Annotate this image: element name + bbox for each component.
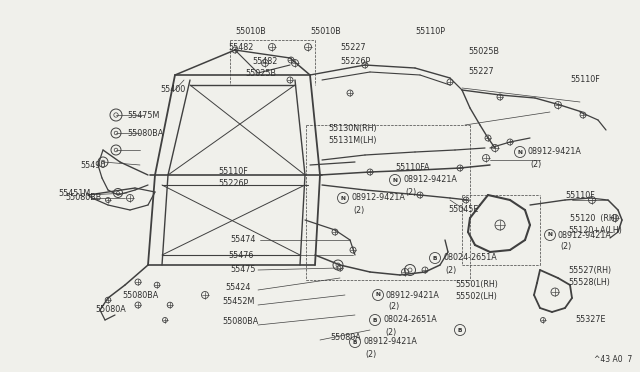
Text: 08912-9421A: 08912-9421A bbox=[403, 176, 457, 185]
Text: 55025B: 55025B bbox=[245, 70, 276, 78]
Text: 55451M: 55451M bbox=[58, 189, 90, 198]
Text: B: B bbox=[373, 317, 377, 323]
Text: 55080BA: 55080BA bbox=[122, 291, 158, 299]
Text: ^43 A0  7: ^43 A0 7 bbox=[594, 355, 632, 364]
Text: (2): (2) bbox=[385, 327, 396, 337]
Text: N: N bbox=[392, 177, 397, 183]
Text: 55501(RH): 55501(RH) bbox=[455, 280, 498, 289]
Text: (2): (2) bbox=[560, 243, 572, 251]
Text: B: B bbox=[353, 340, 357, 344]
Text: N: N bbox=[548, 232, 552, 237]
Text: 55080BB: 55080BB bbox=[65, 193, 101, 202]
Text: 08912-9421A: 08912-9421A bbox=[558, 231, 612, 240]
Text: (2): (2) bbox=[353, 205, 364, 215]
Text: 55227: 55227 bbox=[468, 67, 493, 77]
Text: N: N bbox=[518, 150, 522, 154]
Text: N: N bbox=[376, 292, 380, 298]
Text: 55025B: 55025B bbox=[468, 48, 499, 57]
Text: 55227: 55227 bbox=[340, 44, 365, 52]
Text: 55120+A(LH): 55120+A(LH) bbox=[568, 225, 622, 234]
Text: 08912-9421A: 08912-9421A bbox=[363, 337, 417, 346]
Text: 08912-9421A: 08912-9421A bbox=[351, 193, 405, 202]
Text: 55130N(RH): 55130N(RH) bbox=[328, 124, 376, 132]
Text: 55080BA: 55080BA bbox=[127, 128, 163, 138]
Text: 08024-2651A: 08024-2651A bbox=[383, 315, 436, 324]
Text: (2): (2) bbox=[405, 187, 416, 196]
Text: 55502(LH): 55502(LH) bbox=[455, 292, 497, 301]
Text: (2): (2) bbox=[365, 350, 376, 359]
Text: 55120  (RH): 55120 (RH) bbox=[570, 214, 618, 222]
Text: 08912-9421A: 08912-9421A bbox=[386, 291, 440, 299]
Text: N: N bbox=[340, 196, 346, 201]
Text: 55482: 55482 bbox=[228, 44, 253, 52]
Text: 55490: 55490 bbox=[80, 160, 106, 170]
Text: (2): (2) bbox=[530, 160, 541, 169]
Text: 08024-2651A: 08024-2651A bbox=[443, 253, 497, 263]
Text: (2): (2) bbox=[388, 302, 399, 311]
Text: 55110FA: 55110FA bbox=[395, 164, 429, 173]
Text: (2): (2) bbox=[445, 266, 456, 275]
Text: 55131M(LH): 55131M(LH) bbox=[328, 135, 376, 144]
Text: 55080A: 55080A bbox=[330, 334, 361, 343]
Text: 55110P: 55110P bbox=[415, 28, 445, 36]
Text: 55474: 55474 bbox=[230, 235, 255, 244]
Text: 55110F: 55110F bbox=[565, 190, 595, 199]
Text: 55424: 55424 bbox=[225, 283, 250, 292]
Text: B: B bbox=[458, 327, 462, 333]
Text: 55045E: 55045E bbox=[448, 205, 478, 215]
Text: 55482: 55482 bbox=[253, 58, 278, 67]
Text: 55226P: 55226P bbox=[340, 58, 371, 67]
Text: 55476: 55476 bbox=[228, 250, 253, 260]
Text: 55080BA: 55080BA bbox=[222, 317, 259, 327]
Text: 55327E: 55327E bbox=[575, 315, 605, 324]
Text: B: B bbox=[433, 256, 437, 260]
Text: 55452M: 55452M bbox=[222, 298, 254, 307]
Text: 55475: 55475 bbox=[230, 266, 255, 275]
Text: 55475M: 55475M bbox=[127, 110, 159, 119]
Text: 55110F: 55110F bbox=[570, 76, 600, 84]
Text: 55010B: 55010B bbox=[235, 28, 266, 36]
Text: 55226P: 55226P bbox=[218, 180, 248, 189]
Text: 55110F: 55110F bbox=[218, 167, 248, 176]
Text: 55080A: 55080A bbox=[95, 305, 125, 314]
Text: 55010B: 55010B bbox=[310, 28, 340, 36]
Text: 55400: 55400 bbox=[160, 86, 185, 94]
Text: 55528(LH): 55528(LH) bbox=[568, 278, 610, 286]
Text: 08912-9421A: 08912-9421A bbox=[528, 148, 582, 157]
Text: 55527(RH): 55527(RH) bbox=[568, 266, 611, 275]
